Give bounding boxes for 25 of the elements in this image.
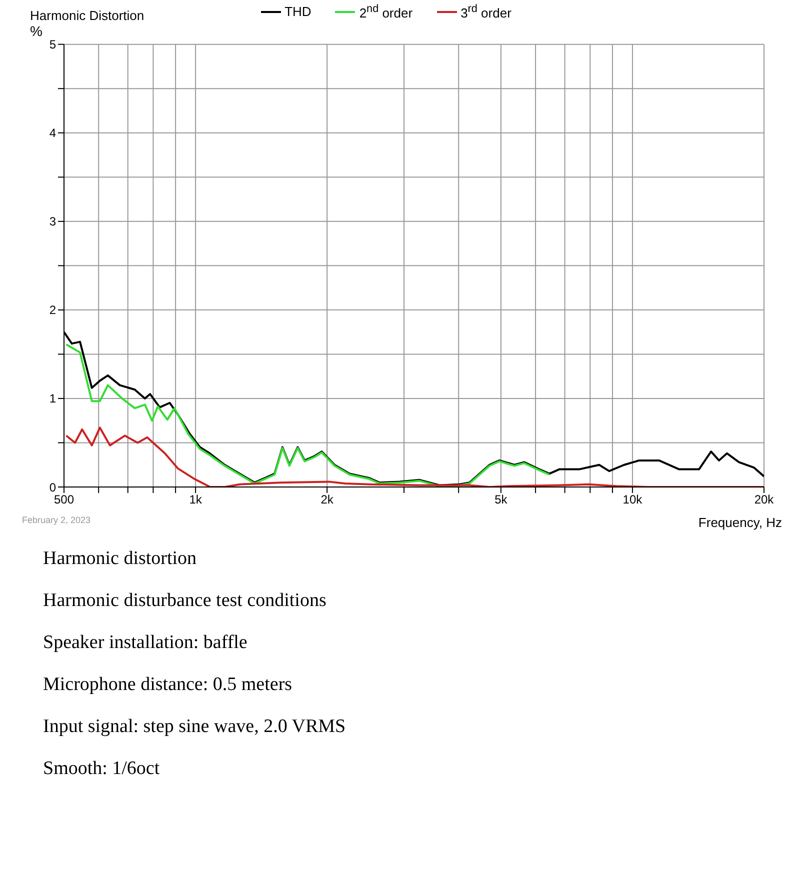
- y-tick-label: 0: [49, 480, 56, 494]
- x-tick-label: 20k: [754, 492, 775, 507]
- text: Input signal: step sine wave, 2.0 VRMS: [43, 716, 347, 738]
- text: Speaker installation: baffle: [43, 632, 248, 654]
- x-tick-label: 10k: [622, 492, 644, 507]
- chart-title: Harmonic Distortion: [30, 8, 144, 23]
- legend-label: 2$^{nd}$ order: [359, 3, 413, 20]
- text: Smooth: 1/6oct: [43, 758, 161, 780]
- y-tick-label: 1: [49, 392, 56, 406]
- y-tick-label: 4: [49, 126, 56, 140]
- y-axis-title: %: [30, 23, 44, 39]
- x-tick-label: 500: [54, 492, 74, 507]
- x-axis-title: Frequency, Hz: [698, 515, 782, 530]
- text: Harmonic disturbance test conditions: [43, 590, 328, 612]
- y-tick-label: 2: [49, 303, 56, 318]
- x-tick-label: 5k: [494, 492, 508, 507]
- text: Microphone distance: 0.5 meters: [43, 674, 294, 696]
- y-tick-label: 3: [49, 214, 56, 229]
- x-tick-label: 2k: [320, 492, 334, 507]
- x-tick-label: 1k: [189, 492, 203, 507]
- text: February 2, 2023: [22, 515, 91, 527]
- text: Harmonic distortion: [43, 548, 198, 570]
- legend-label: 3$^{rd}$ order: [460, 3, 512, 20]
- y-tick-label: 5: [49, 38, 56, 52]
- legend-label: THD: [284, 4, 312, 20]
